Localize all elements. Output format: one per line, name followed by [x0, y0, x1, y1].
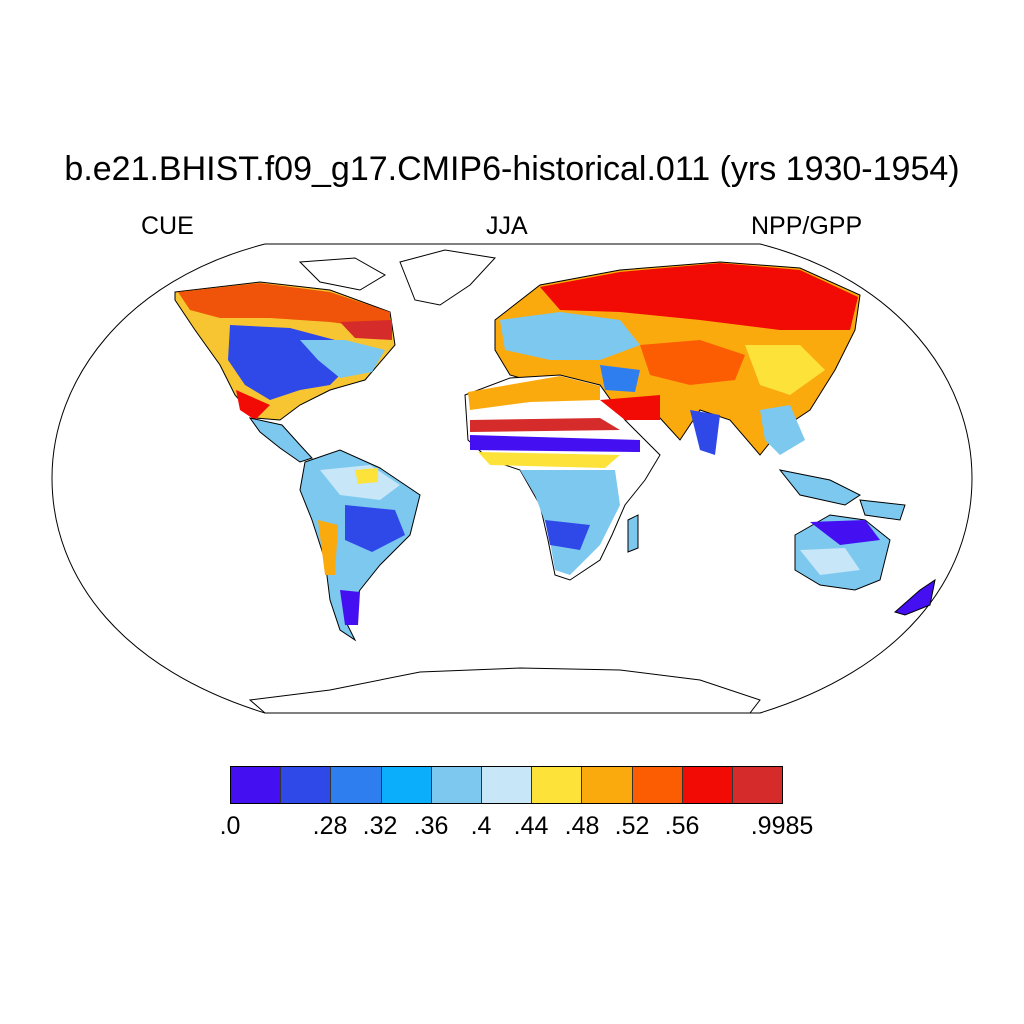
new-zealand [893, 578, 936, 616]
south-america [299, 449, 421, 642]
colorbar-cell [281, 767, 332, 803]
north-america [174, 281, 396, 463]
colorbar-cell [481, 767, 533, 803]
colorbar-tick-label: .9985 [750, 812, 814, 840]
greenland [399, 249, 497, 306]
left-label: CUE [141, 212, 194, 240]
colorbar [230, 766, 783, 804]
colorbar-cell [732, 767, 783, 803]
center-label: JJA [486, 212, 528, 240]
colorbar-tick-label: .0 [219, 812, 241, 840]
right-label: NPP/GPP [751, 212, 863, 240]
australia [794, 514, 891, 591]
colorbar-cell [582, 767, 633, 803]
colorbar-tick-label: .48 [564, 812, 600, 840]
colorbar-tick-label: .28 [312, 812, 348, 840]
colorbar-tick-label: .4 [470, 812, 492, 840]
colorbar-cell [632, 767, 683, 803]
colorbar-cell [682, 767, 733, 803]
plot-title: b.e21.BHIST.f09_g17.CMIP6-historical.011… [64, 150, 960, 188]
southeast-asia-islands [778, 469, 906, 521]
eurasia [494, 261, 861, 456]
arctic-islands [298, 257, 386, 291]
colorbar-cell [381, 767, 432, 803]
colorbar-cell [331, 767, 382, 803]
colorbar-tick-label: .52 [614, 812, 650, 840]
colorbar-tick-label: .56 [664, 812, 700, 840]
antarctica [248, 667, 761, 714]
colorbar-tick-label: .32 [362, 812, 398, 840]
colorbar-tick-label: .36 [413, 812, 449, 840]
colorbar-cell [231, 767, 282, 803]
colorbar-cell [431, 767, 482, 803]
colorbar-tick-label: .44 [513, 812, 549, 840]
colorbar-cell [532, 767, 583, 803]
africa [464, 374, 661, 581]
